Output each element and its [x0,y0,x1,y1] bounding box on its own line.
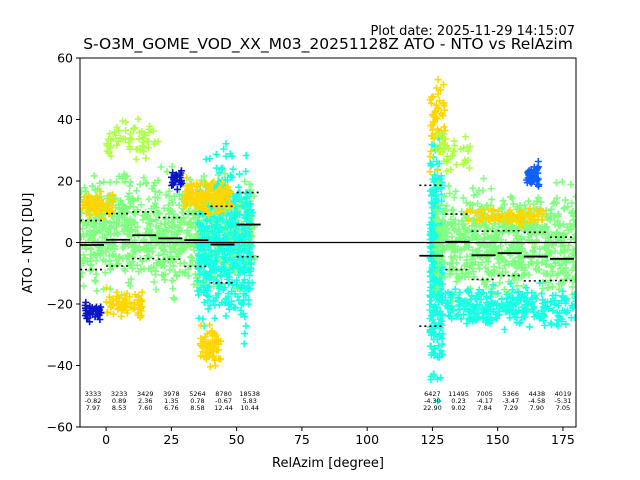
x-tick-label: 150 [486,432,510,447]
point-cluster-navy [81,298,105,326]
bin-count: 3233 [111,390,128,398]
bin-std: 7.29 [503,404,517,412]
bin-std: 7.97 [86,404,100,412]
y-axis-label: ATO - NTO [DU] [21,193,36,294]
bin-count: 3429 [137,390,154,398]
point-cluster-yellow [463,204,548,230]
point-cluster-lime [103,115,162,163]
point-cluster-yellow [181,174,235,219]
y-tick-label: 20 [57,174,73,189]
bin-mean: -3.47 [502,397,519,405]
bin-label: 7005-4.177.84 [476,390,493,412]
bin-mean: 5.83 [242,397,256,405]
bin-std: 8.53 [112,404,126,412]
bin-count: 5264 [189,390,206,398]
point-cluster-yellow [102,284,146,321]
x-axis-label: RelAzim [degree] [272,456,384,471]
bin-label: 5366-3.477.29 [502,390,519,412]
bin-mean: 1.35 [164,397,178,405]
bin-std: 22.90 [423,404,442,412]
bin-std: 12.44 [214,404,233,412]
x-tick-label: 100 [355,432,379,447]
point-cluster-yellow [197,321,225,371]
x-tick-label: 0 [102,432,110,447]
bin-count: 7005 [476,390,493,398]
bin-std: 10.44 [240,404,259,412]
bin-label: 4019-5.317.05 [555,390,572,412]
bin-std: 7.60 [138,404,152,412]
y-tick-label: 0 [65,235,73,250]
bin-mean: 0.89 [112,397,126,405]
point-cluster-navy [168,167,186,193]
bin-mean: -4.58 [528,397,545,405]
point-cluster-lime [432,130,474,175]
bin-stat-lines [80,184,574,327]
bin-std: 8.58 [190,404,204,412]
x-tick-label: 175 [551,432,575,447]
x-tick-label: 50 [229,432,245,447]
bin-count: 8780 [215,390,232,398]
bin-mean: -0.82 [85,397,102,405]
x-tick-label: 75 [294,432,310,447]
y-tick-label: −20 [47,297,73,312]
point-cluster-blue [522,158,543,190]
y-tick-label: −40 [47,358,73,373]
point-cluster-yellow [80,188,117,222]
point-cluster-main_band [431,175,576,310]
bin-mean: -4.30 [424,397,441,405]
bin-mean: 0.23 [451,397,465,405]
bin-std: 6.76 [164,404,178,412]
bin-std: 7.05 [556,404,570,412]
bin-std: 7.84 [477,404,491,412]
bin-count: 11495 [448,390,469,398]
bin-count: 4438 [529,390,546,398]
y-tick-label: 60 [57,51,73,66]
bin-count: 4019 [555,390,572,398]
scatter-points [80,76,576,405]
bin-count: 6427 [424,390,441,398]
bin-label: 3333-0.827.97 [85,390,102,412]
point-cluster-cyan [442,279,576,333]
chart-title: S-O3M_GOME_VOD_XX_M03_20251128Z ATO - NT… [83,35,573,54]
bin-count: 3333 [85,390,102,398]
bin-count: 3978 [163,390,180,398]
bin-label: 4438-4.587.90 [528,390,545,412]
bin-mean: -0.67 [215,397,232,405]
bin-mean: 0.78 [190,397,204,405]
bin-std: 9.02 [451,404,465,412]
bin-count: 18538 [239,390,260,398]
bin-mean: -4.17 [476,397,493,405]
x-tick-label: 25 [163,432,179,447]
plot-date: Plot date: 2025-11-29 14:15:07 [370,24,575,39]
bin-std: 7.90 [530,404,544,412]
point-cluster-yellow [426,76,449,176]
bin-mean: -5.31 [555,397,572,405]
y-tick-label: 40 [57,112,73,127]
axis-ticks: 0 25 50 75 100 125 150 175 −60 −40 −20 0 20 40 60 [47,51,575,448]
bin-mean: 2.36 [138,397,152,405]
bin-count: 5366 [502,390,519,398]
y-tick-label: −60 [47,420,73,435]
x-tick-label: 125 [420,432,444,447]
